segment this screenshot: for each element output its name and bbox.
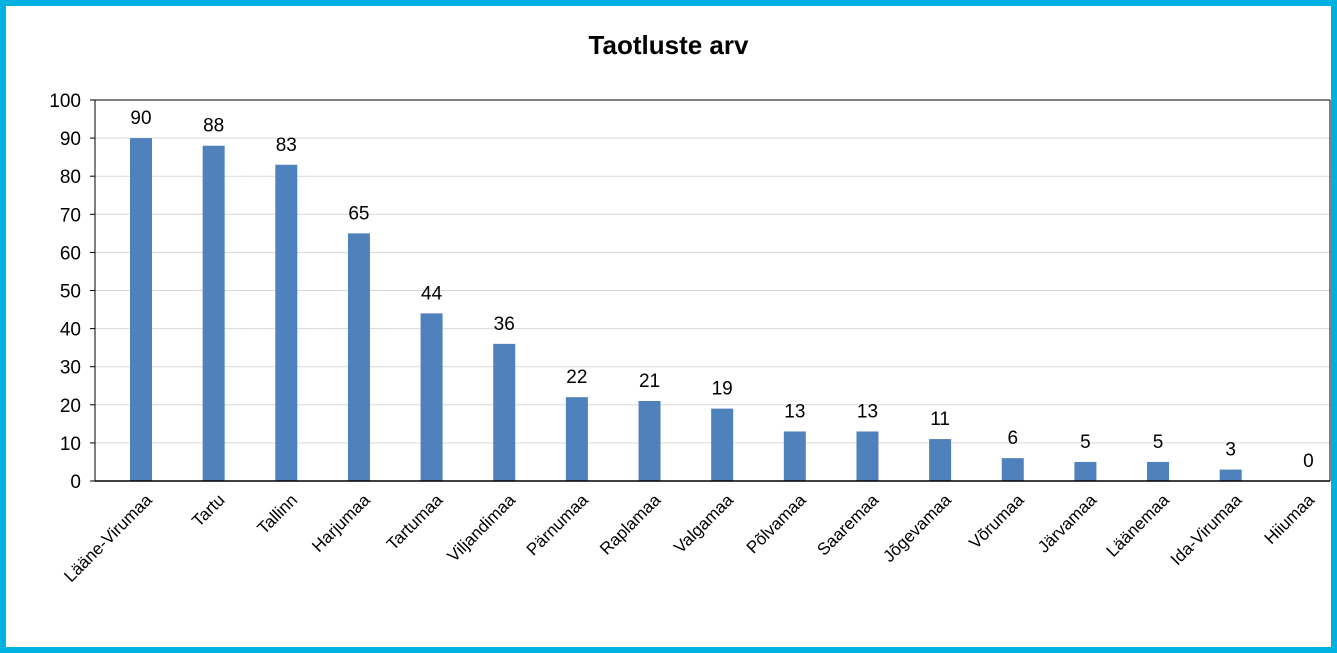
y-tick-label: 30 bbox=[60, 358, 81, 379]
data-label: 6 bbox=[1007, 428, 1018, 449]
data-label: 13 bbox=[857, 401, 878, 422]
y-tick-label: 60 bbox=[60, 243, 81, 264]
bars bbox=[130, 138, 1242, 481]
bar bbox=[565, 397, 588, 481]
bar bbox=[1147, 461, 1170, 481]
data-label: 83 bbox=[276, 135, 297, 156]
y-tick-label: 90 bbox=[60, 129, 81, 150]
data-label: 90 bbox=[130, 108, 151, 129]
data-label: 11 bbox=[930, 409, 950, 430]
category-label: Pärnumaa bbox=[523, 490, 592, 559]
category-label: Jõgevamaa bbox=[879, 490, 955, 566]
data-label: 36 bbox=[494, 314, 515, 335]
bar bbox=[420, 313, 443, 481]
data-label: 21 bbox=[639, 371, 660, 392]
y-tick-label: 100 bbox=[49, 91, 81, 112]
bar bbox=[929, 439, 952, 481]
bar bbox=[638, 400, 661, 481]
category-label: Viljandimaa bbox=[444, 490, 520, 566]
category-label: Valgamaa bbox=[670, 490, 737, 557]
category-label: Tartumaa bbox=[383, 490, 447, 554]
category-label: Tallinn bbox=[254, 490, 302, 538]
category-label: Tartu bbox=[188, 490, 228, 530]
bar bbox=[783, 431, 806, 481]
bar bbox=[1219, 469, 1242, 481]
y-tick-label: 0 bbox=[70, 472, 81, 493]
bar bbox=[856, 431, 879, 481]
bar bbox=[1001, 458, 1024, 481]
data-label: 3 bbox=[1225, 440, 1236, 461]
y-tick-label: 40 bbox=[60, 320, 81, 341]
data-label: 88 bbox=[203, 116, 224, 137]
chart-title: Taotluste arv bbox=[588, 30, 749, 60]
data-label: 5 bbox=[1153, 432, 1164, 453]
bar bbox=[130, 138, 152, 481]
bar bbox=[711, 408, 734, 481]
bar bbox=[275, 164, 298, 481]
bar bbox=[202, 145, 225, 481]
data-label: 5 bbox=[1080, 432, 1091, 453]
category-label: Võrumaa bbox=[965, 490, 1028, 553]
category-label: Põlvamaa bbox=[743, 490, 810, 557]
category-label: Hiiumaa bbox=[1261, 490, 1319, 548]
bar bbox=[1074, 461, 1097, 481]
category-label: Saaremaa bbox=[813, 490, 882, 559]
category-label: Raplamaa bbox=[596, 490, 665, 559]
y-tick-label: 10 bbox=[60, 434, 81, 455]
category-label: Harjumaa bbox=[308, 490, 374, 556]
category-label: Järvamaa bbox=[1034, 490, 1101, 557]
bar bbox=[347, 233, 370, 481]
y-tick-label: 80 bbox=[60, 167, 81, 188]
category-label: Ida-Virumaa bbox=[1167, 490, 1246, 569]
category-label: Lääne-Virumaa bbox=[60, 490, 156, 586]
bar bbox=[493, 343, 516, 481]
axes bbox=[90, 99, 1331, 482]
data-label: 22 bbox=[566, 367, 587, 388]
data-label: 0 bbox=[1303, 451, 1314, 472]
data-label: 65 bbox=[348, 203, 369, 224]
y-tick-label: 20 bbox=[60, 396, 81, 417]
y-tick-label: 50 bbox=[60, 282, 81, 303]
y-tick-label: 70 bbox=[60, 205, 81, 226]
data-label: 19 bbox=[712, 379, 733, 400]
data-label: 13 bbox=[784, 401, 805, 422]
labels: 010203040506070809010090Lääne-Virumaa88T… bbox=[49, 91, 1318, 586]
category-label: Läänemaa bbox=[1103, 490, 1174, 561]
data-label: 44 bbox=[421, 283, 443, 304]
